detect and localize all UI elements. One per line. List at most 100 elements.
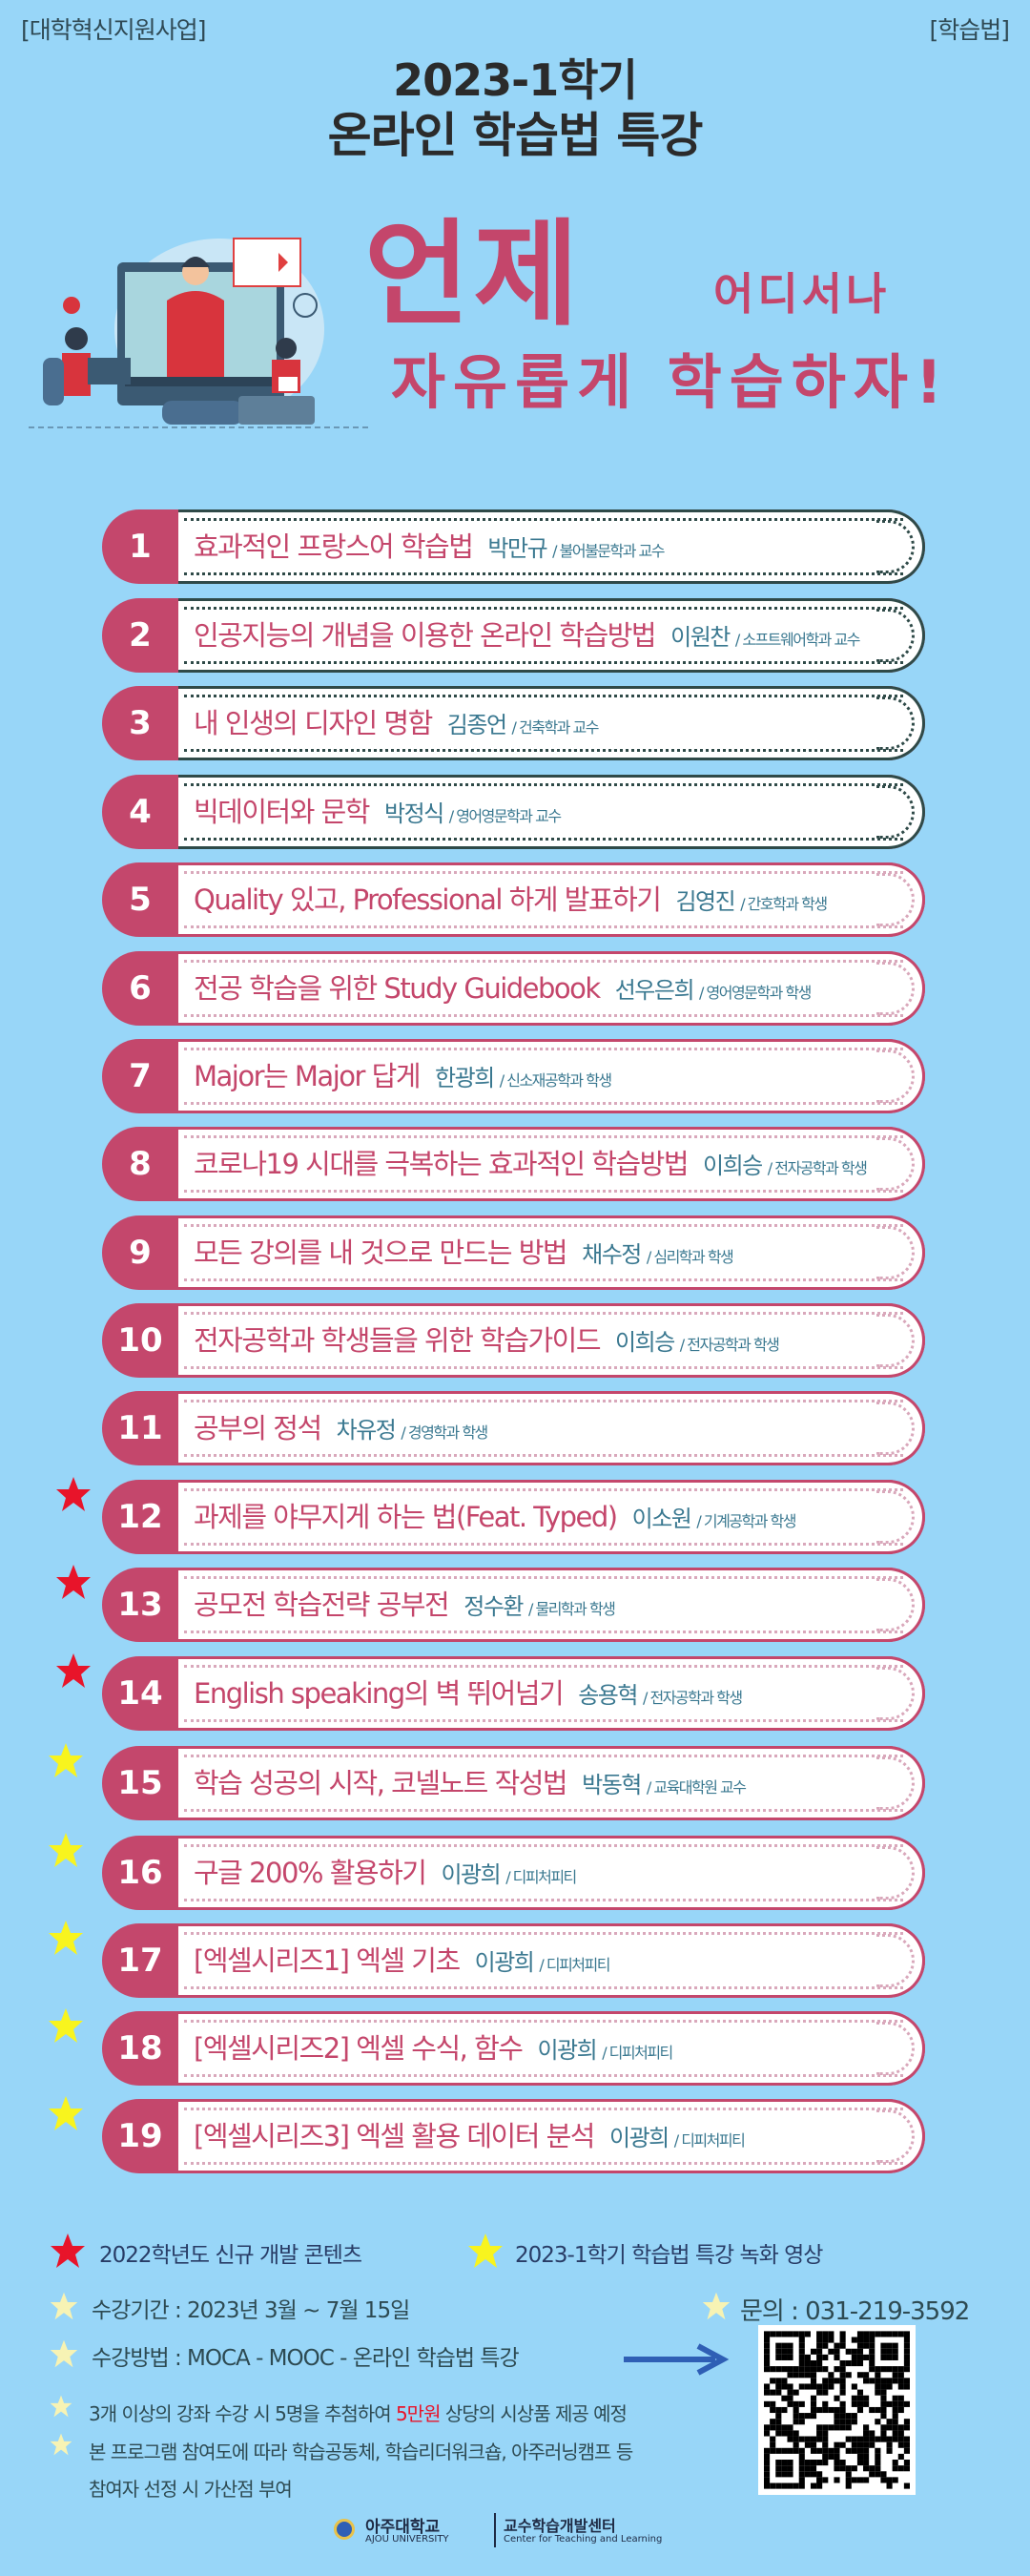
yellow-star-icon xyxy=(49,1743,83,1777)
lecture-title: 빅데이터와 문학 xyxy=(194,796,370,828)
speaker-name: 박동혁 xyxy=(582,1772,642,1798)
lecture-number: 5 xyxy=(129,881,152,919)
lecture-number: 14 xyxy=(117,1674,163,1713)
lecture-item[interactable]: 12 과제를 야무지게 하는 법(Feat. Typed) 이소원 / 기계공학과 … xyxy=(102,1480,925,1554)
lecture-item[interactable]: 19 [엑셀시리즈3] 엑셀 활용 데이터 분석 이광희 / 디피처피티 xyxy=(102,2099,925,2173)
speaker-name: 한광희 xyxy=(435,1065,495,1091)
lecture-card xyxy=(178,2011,925,2086)
page-title: 온라인 학습법 특강 xyxy=(327,108,704,163)
lecture-card xyxy=(178,1836,925,1910)
speaker-name: 선우은희 xyxy=(614,977,695,1004)
lecture-item[interactable]: 5 Quality 있고, Professional 하게 발표하기 김영진 / 간… xyxy=(102,862,925,937)
speaker-department: / 전자공학과 학생 xyxy=(642,1689,743,1707)
center-name: 교수학습개발센터 xyxy=(504,2517,616,2535)
lecture-item[interactable]: 15 학습 성공의 시작, 코넬노트 작성법 박동혁 / 교육대학원 교수 xyxy=(102,1746,925,1820)
lecture-item[interactable]: 18 [엑셀시리즈2] 엑셀 수식, 함수 이광희 / 디피처피티 xyxy=(102,2011,925,2086)
note-bonus-cont: 참여자 선정 시 가산점 부여 xyxy=(89,2478,293,2501)
lecture-title: 구글 200% 활용하기 xyxy=(194,1857,427,1889)
ajou-logo-icon xyxy=(334,2519,355,2540)
speaker-department: / 디피처피티 xyxy=(505,1868,577,1886)
lecture-item[interactable]: 2 인공지능의 개념을 이용한 온라인 학습방법 이원찬 / 소프트웨어학과 교수 xyxy=(102,598,925,673)
lecture-item[interactable]: 9 모든 강의를 내 것으로 만드는 방법 채수정 / 심리학과 학생 xyxy=(102,1215,925,1290)
lecture-item[interactable]: 17 [엑셀시리즈1] 엑셀 기초 이광희 / 디피처피티 xyxy=(102,1923,925,1998)
lecture-item[interactable]: 16 구글 200% 활용하기 이광희 / 디피처피티 xyxy=(102,1836,925,1910)
online-learning-illustration xyxy=(29,238,372,428)
speaker-department: / 건축학과 교수 xyxy=(511,718,600,737)
lecture-title: 모든 강의를 내 것으로 만드는 방법 xyxy=(194,1236,568,1269)
lecture-item[interactable]: 4 빅데이터와 문학 박정식 / 영어영문학과 교수 xyxy=(102,775,925,849)
lecture-item[interactable]: 7 Major는 Major 답게 한광희 / 신소재공학과 학생 xyxy=(102,1039,925,1113)
university-name-en: AJOU UNIVERSITY xyxy=(365,2534,449,2545)
lecture-number: 16 xyxy=(117,1854,163,1892)
lecture-card xyxy=(178,598,925,673)
yellow-star-icon xyxy=(468,2233,503,2268)
lecture-title: [엑셀시리즈2] 엑셀 수식, 함수 xyxy=(194,2032,524,2065)
lecture-card xyxy=(178,509,925,584)
speaker-name: 이광희 xyxy=(474,1949,535,1976)
lecture-number: 18 xyxy=(117,2029,163,2067)
red-star-icon xyxy=(56,1653,91,1688)
lecture-title: 학습 성공의 시작, 코넬노트 작성법 xyxy=(194,1767,568,1799)
contact-phone: 문의 : 031-219-3592 xyxy=(740,2297,970,2326)
speaker-name: 이원찬 xyxy=(670,624,731,651)
speaker-name: 박만규 xyxy=(487,535,547,562)
speaker-name: 채수정 xyxy=(582,1241,642,1268)
star-bullet-icon xyxy=(50,2433,72,2456)
speaker-department: / 소프트웨어학과 교수 xyxy=(734,631,861,649)
qr-code[interactable] xyxy=(758,2325,916,2495)
prize-amount: 5만원 xyxy=(395,2402,442,2425)
lecture-number: 1 xyxy=(129,528,152,566)
note-text: 3개 이상의 강좌 수강 시 5명을 추첨하여 xyxy=(89,2402,396,2425)
lecture-item[interactable]: 1 효과적인 프랑스어 학습법 박만규 / 불어불문학과 교수 xyxy=(102,509,925,584)
lecture-title: 과제를 야무지게 하는 법(Feat. Typed) xyxy=(194,1501,618,1533)
lecture-card xyxy=(178,1391,925,1465)
lecture-card xyxy=(178,1923,925,1998)
speaker-department: / 디피처피티 xyxy=(602,2044,673,2062)
speaker-department: / 교육대학원 교수 xyxy=(646,1778,747,1797)
lecture-item[interactable]: 13 공모전 학습전략 공부전 정수환 / 물리학과 학생 xyxy=(102,1568,925,1642)
lecture-number: 8 xyxy=(129,1145,152,1183)
yellow-star-icon xyxy=(49,1921,83,1955)
red-star-icon xyxy=(51,2233,85,2268)
speaker-name: 이희승 xyxy=(703,1153,763,1179)
note-text: 상당의 시상품 제공 예정 xyxy=(440,2402,628,2425)
lecture-title: [엑셀시리즈3] 엑셀 활용 데이터 분석 xyxy=(194,2120,595,2152)
speaker-department: / 심리학과 학생 xyxy=(646,1248,734,1266)
speaker-name: 정수환 xyxy=(464,1593,524,1620)
lecture-number: 10 xyxy=(117,1321,163,1360)
lecture-number: 11 xyxy=(117,1409,163,1447)
lecture-card xyxy=(178,1039,925,1113)
speaker-name: 김종언 xyxy=(446,712,507,738)
speaker-department: / 영어영문학과 교수 xyxy=(448,807,562,825)
lecture-card xyxy=(178,1303,925,1378)
speaker-department: / 전자공학과 학생 xyxy=(679,1336,780,1354)
speaker-department: / 전자공학과 학생 xyxy=(767,1159,868,1177)
lecture-item[interactable]: 11 공부의 정석 차유정 / 경영학과 학생 xyxy=(102,1391,925,1465)
speaker-department: / 디피처피티 xyxy=(539,1956,610,1974)
lecture-title: 인공지능의 개념을 이용한 온라인 학습방법 xyxy=(194,619,657,652)
center-name-en: Center for Teaching and Learning xyxy=(504,2534,663,2545)
slogan-word-where: 어디서나 xyxy=(713,268,891,320)
lecture-number: 17 xyxy=(117,1942,163,1980)
red-star-icon xyxy=(56,1477,91,1511)
lecture-card xyxy=(178,1656,925,1731)
lecture-item[interactable]: 8 코로나19 시대를 극복하는 효과적인 학습방법 이희승 / 전자공학과 학생 xyxy=(102,1127,925,1201)
speaker-department: / 영어영문학과 학생 xyxy=(699,984,812,1002)
speaker-department: / 간호학과 학생 xyxy=(740,895,828,913)
lecture-item[interactable]: 14 English speaking의 벽 뛰어넘기 송용혁 / 전자공학과 학생 xyxy=(102,1656,925,1731)
lecture-item[interactable]: 10 전자공학과 학생들을 위한 학습가이드 이희승 / 전자공학과 학생 xyxy=(102,1303,925,1378)
lecture-title: 공모전 학습전략 공부전 xyxy=(194,1589,450,1621)
speaker-department: / 물리학과 학생 xyxy=(528,1600,616,1618)
star-bullet-icon xyxy=(50,2292,78,2320)
lecture-title: Quality 있고, Professional 하게 발표하기 xyxy=(194,883,662,916)
speaker-name: 이희승 xyxy=(615,1329,675,1356)
red-star-icon xyxy=(56,1565,91,1599)
lecture-item[interactable]: 6 전공 학습을 위한 Study Guidebook 선우은희 / 영어영문학과 … xyxy=(102,951,925,1026)
speaker-name: 박정식 xyxy=(383,800,444,827)
speaker-department: / 신소재공학과 학생 xyxy=(499,1071,612,1090)
lecture-card xyxy=(178,1746,925,1820)
lecture-number: 3 xyxy=(129,704,152,742)
lecture-item[interactable]: 3 내 인생의 디자인 명함 김종언 / 건축학과 교수 xyxy=(102,686,925,760)
course-method: 수강방법 : MOCA - MOOC - 온라인 학습법 특강 xyxy=(92,2346,520,2371)
lecture-title: [엑셀시리즈1] 엑셀 기초 xyxy=(194,1944,461,1977)
